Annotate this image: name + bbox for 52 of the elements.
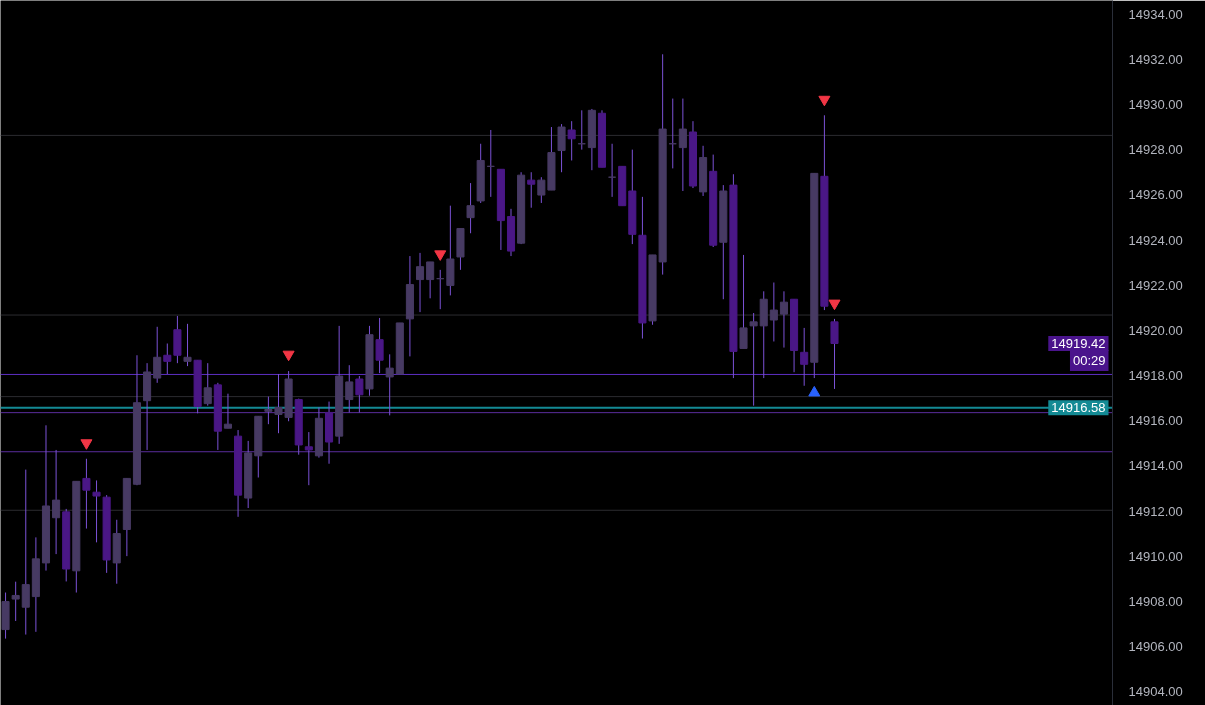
- candlestick: [678, 98, 687, 192]
- y-tick-label: 14910.00: [1128, 548, 1183, 564]
- candlestick: [527, 171, 536, 209]
- y-tick-label: 14912.00: [1128, 503, 1183, 519]
- candlestick: [375, 317, 384, 374]
- y-tick-label: 14924.00: [1128, 232, 1183, 248]
- y-tick-label: 14926.00: [1128, 187, 1183, 203]
- ref-line-label: 14916.58: [1051, 400, 1106, 416]
- point: [80, 439, 93, 450]
- candlestick: [153, 326, 162, 384]
- point: [828, 299, 841, 311]
- candlestick: [223, 393, 232, 429]
- candlestick: [830, 318, 839, 390]
- candlestick: [203, 362, 212, 407]
- y-tick-label: 14908.00: [1128, 594, 1183, 610]
- candlestick: [426, 261, 435, 299]
- candlestick: [355, 375, 364, 413]
- candlestick: [739, 254, 748, 349]
- y-tick-label: 14904.00: [1128, 684, 1183, 700]
- candlestick: [345, 364, 354, 413]
- y-tick-label: 14932.00: [1128, 51, 1183, 67]
- y-tick-label: 14916.00: [1128, 413, 1183, 429]
- y-tick-label: 14920.00: [1128, 322, 1183, 338]
- candlestick: [779, 290, 788, 349]
- annotation: 14919.42: [1051, 336, 1106, 352]
- candlestick: [385, 353, 394, 416]
- candlestick: [21, 469, 30, 636]
- candlestick: [52, 449, 61, 555]
- y-tick-label: 14928.00: [1128, 142, 1183, 158]
- candlestick: [304, 431, 313, 486]
- candlestick: [557, 123, 566, 173]
- candlestick: [11, 581, 20, 622]
- candlestick: [466, 182, 475, 234]
- candlestick: [82, 458, 91, 530]
- candlestick: [800, 327, 809, 387]
- y-tick-label: 14922.00: [1128, 277, 1183, 293]
- candlestick: [749, 312, 758, 407]
- candlestick: [92, 479, 101, 543]
- point: [282, 350, 295, 362]
- y-tick-label: 14906.00: [1128, 639, 1183, 655]
- y-tick-label: 14918.00: [1128, 368, 1183, 384]
- point: [434, 250, 447, 261]
- y-tick-label: 14930.00: [1128, 96, 1183, 112]
- candlestick: [183, 323, 192, 367]
- annotation: 00:29: [1072, 353, 1106, 369]
- candlestick: [567, 120, 576, 161]
- candlestick: [415, 252, 425, 313]
- y-tick-label: 14914.00: [1128, 458, 1183, 474]
- y-tick-label: 14934.00: [1128, 6, 1183, 22]
- candlestick: [769, 282, 778, 342]
- point: [818, 95, 831, 107]
- candlestick: [163, 343, 172, 375]
